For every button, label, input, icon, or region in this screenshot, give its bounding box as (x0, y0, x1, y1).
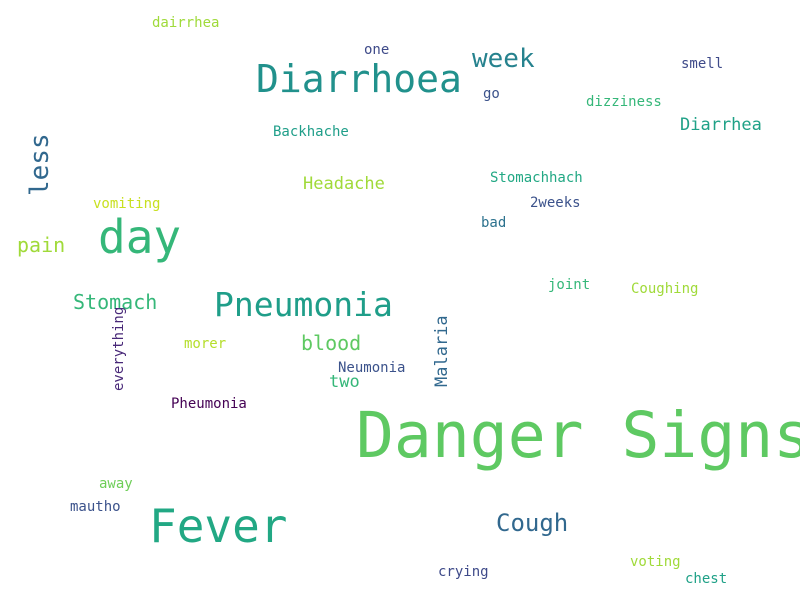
word-voting: voting (630, 554, 681, 570)
word-fever: Fever (149, 499, 288, 553)
word-week: week (472, 44, 535, 74)
word-mautho: mautho (70, 499, 121, 515)
word-neumonia: Neumonia (338, 360, 406, 376)
word-malaria: Malaria (432, 315, 452, 387)
word-joint: joint (548, 277, 591, 293)
word-2weeks: 2weeks (530, 195, 581, 211)
word-coughing: Coughing (631, 281, 699, 297)
word-day: day (98, 210, 182, 264)
word-stomach: Stomach (73, 290, 158, 314)
word-diarrhoea: Diarrhoea (256, 57, 462, 101)
word-stomachhach: Stomachhach (490, 170, 583, 186)
word-danger-signs: Danger Signs (356, 399, 800, 472)
word-two: two (329, 372, 360, 392)
word-pain: pain (17, 233, 66, 257)
word-away: away (99, 476, 133, 492)
word-pheumonia: Pheumonia (171, 396, 247, 412)
word-cough: Cough (496, 509, 569, 537)
word-one: one (364, 42, 390, 58)
word-dizziness: dizziness (586, 94, 662, 110)
word-dairrhea: dairrhea (152, 15, 220, 31)
word-smell: smell (681, 56, 724, 72)
word-pneumonia: Pneumonia (214, 285, 393, 324)
word-less: less (25, 133, 55, 196)
word-bad: bad (481, 215, 507, 231)
word-everything: everything (111, 306, 127, 391)
word-diarrhea: Diarrhea (680, 115, 762, 135)
word-vomiting: vomiting (93, 196, 161, 212)
word-chest: chest (685, 571, 728, 587)
word-morer: morer (184, 336, 227, 352)
word-backhache: Backhache (273, 124, 349, 140)
word-blood: blood (301, 331, 362, 355)
word-headache: Headache (303, 174, 385, 194)
word-go: go (483, 86, 500, 102)
word-crying: crying (438, 564, 489, 580)
